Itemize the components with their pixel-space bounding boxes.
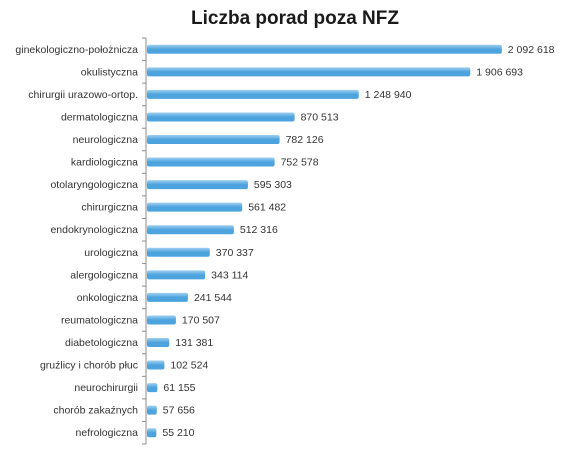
value-label: 241 544 — [194, 292, 232, 304]
bar — [147, 315, 176, 325]
y-axis-ticks — [142, 37, 146, 445]
value-label: 870 513 — [301, 111, 339, 123]
chart-title: Liczba porad poza NFZ — [191, 8, 399, 29]
category-label: neurologiczna — [73, 134, 139, 146]
value-label: 131 381 — [175, 337, 213, 349]
category-label: endokrynologiczna — [50, 224, 138, 236]
category-label: urologiczna — [84, 247, 138, 259]
category-labels: ginekologiczno-położnicza okulistyczna chi… — [15, 44, 138, 439]
category-label: chirurgiczna — [81, 202, 138, 214]
category-label: otolaryngologiczna — [50, 179, 138, 191]
category-label: diabetologiczna — [65, 337, 138, 349]
bars-group — [147, 44, 502, 438]
value-label: 595 303 — [254, 179, 292, 191]
value-label: 170 507 — [182, 314, 220, 326]
category-label: okulistyczna — [81, 66, 138, 78]
category-label: chorób zakaźnych — [53, 405, 138, 417]
bar — [147, 247, 210, 257]
category-label: kardiologiczna — [71, 157, 138, 169]
category-label: nefrologiczna — [76, 427, 139, 439]
bar — [147, 428, 157, 438]
category-label: onkologiczna — [77, 292, 138, 304]
value-label: 57 656 — [163, 405, 195, 417]
value-label: 61 155 — [163, 382, 195, 394]
value-label: 752 578 — [281, 157, 319, 169]
category-label: alergologiczna — [70, 269, 138, 281]
value-label: 1 248 940 — [365, 89, 412, 101]
value-label: 561 482 — [248, 202, 286, 214]
category-label: chirurgii urazowo-ortop. — [28, 89, 138, 101]
bar — [147, 112, 295, 122]
category-label: reumatologiczna — [61, 314, 138, 326]
bar — [147, 360, 165, 370]
bar — [147, 338, 170, 347]
bar — [147, 383, 158, 393]
value-label: 102 524 — [170, 360, 208, 372]
bar — [147, 202, 243, 212]
bar — [147, 225, 234, 235]
category-label: gruźlicy i chorób płuc — [40, 360, 138, 372]
bar — [147, 405, 157, 415]
category-label: ginekologiczno-położnicza — [15, 44, 138, 56]
bar — [147, 44, 502, 54]
value-label: 782 126 — [286, 134, 324, 146]
bar — [147, 270, 206, 280]
bar — [147, 89, 359, 99]
category-label: neurochirurgii — [74, 382, 138, 394]
value-label: 512 316 — [240, 224, 278, 236]
bar — [147, 67, 471, 77]
value-label: 370 337 — [216, 247, 254, 259]
value-label: 343 114 — [211, 269, 248, 281]
bar — [147, 135, 280, 144]
bar — [147, 292, 188, 302]
value-label: 2 092 618 — [508, 44, 555, 56]
category-label: dermatologiczna — [61, 111, 138, 123]
value-label: 1 906 693 — [476, 66, 523, 78]
bar — [147, 157, 275, 167]
value-label: 55 210 — [162, 427, 194, 439]
value-labels: 2 092 618 1 906 693 1 248 940 870 513 782 12… — [162, 44, 554, 439]
bar — [147, 180, 248, 190]
